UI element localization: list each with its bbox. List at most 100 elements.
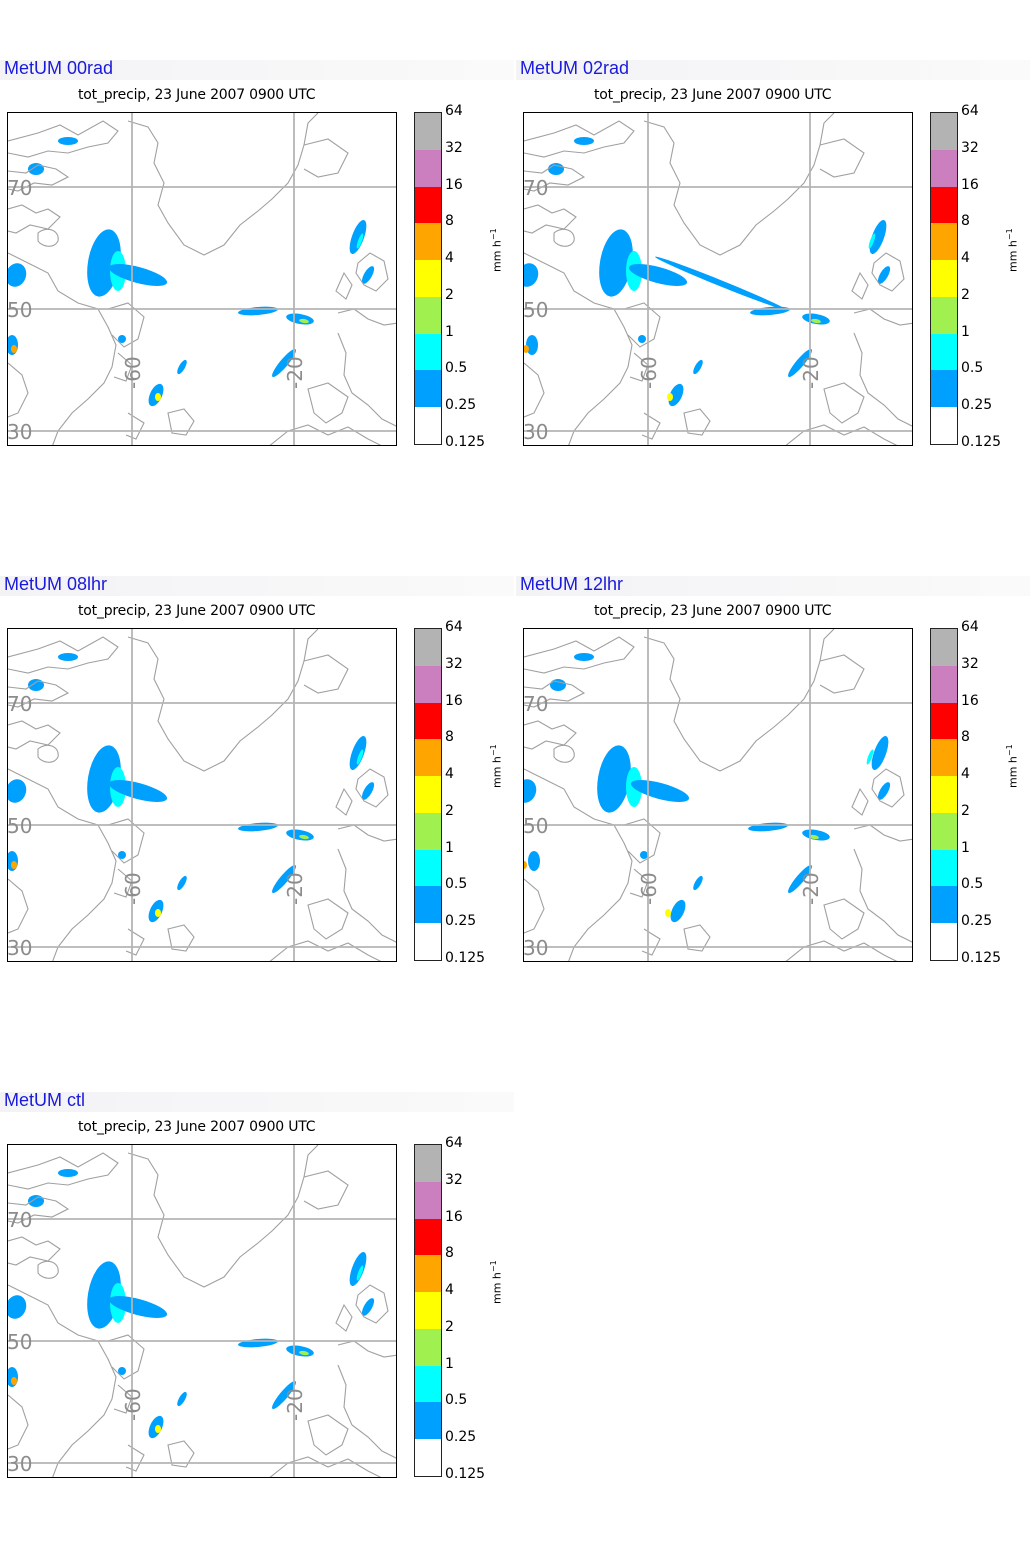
precip-area [238, 822, 278, 832]
coastline [629, 868, 649, 898]
panel-subtitle: tot_precip, 23 June 2007 0900 UTC [594, 87, 832, 103]
panel-title: MetUM 08lhr [4, 574, 108, 594]
colorbar-segment [415, 1292, 441, 1330]
lat-label: 70 [524, 692, 548, 716]
precip-area [11, 861, 17, 869]
coastline [8, 1236, 61, 1266]
colorbar-label: 1 [445, 1355, 454, 1372]
precip-area [868, 233, 876, 249]
colorbar-segment [415, 776, 441, 814]
precip-area [28, 1195, 44, 1207]
colorbar-segment [415, 333, 441, 371]
precip-area [667, 393, 673, 401]
lat-label: 50 [524, 814, 548, 838]
precip-map: 70 50 30 -60 -20 [523, 628, 913, 962]
colorbar-unit: mm h−1 [489, 744, 504, 788]
coastline [107, 302, 145, 348]
precip-area [638, 335, 646, 343]
lon-label: -60 [121, 1388, 145, 1421]
colorbar-segment [415, 1328, 441, 1367]
colorbar-label: 4 [445, 1282, 454, 1299]
precip-area [8, 779, 27, 803]
colorbar-label: 8 [445, 213, 454, 230]
precip-map: 70 50 30 -60 -20 [523, 112, 913, 446]
colorbar [414, 628, 442, 961]
colorbar-label: 8 [445, 1245, 454, 1262]
lon-label: -60 [637, 356, 661, 389]
panel-header [0, 576, 514, 596]
lat-label: 70 [524, 176, 548, 200]
precip-area [356, 749, 364, 765]
precip-area [58, 1169, 78, 1177]
coastline [643, 629, 835, 772]
precip-area [655, 256, 785, 310]
precip-area [108, 264, 168, 286]
coastline [629, 352, 649, 382]
colorbar-label: 32 [961, 139, 979, 156]
precip-area [299, 318, 309, 324]
coastline [851, 271, 869, 300]
precip-area [108, 1296, 168, 1318]
colorbar-label: 2 [961, 286, 970, 303]
coastline [553, 228, 575, 247]
lat-label: 30 [524, 420, 548, 444]
colorbar-segment [931, 923, 957, 961]
colorbar-label: 64 [445, 1135, 463, 1151]
precip-area [526, 335, 538, 355]
precip-area [286, 313, 314, 325]
colorbar-segment [415, 149, 441, 188]
coastline [335, 271, 353, 300]
precip-area [524, 263, 539, 287]
colorbar-label: 4 [445, 250, 454, 267]
coastline [524, 768, 633, 961]
colorbar-segment [931, 665, 957, 704]
panel-08lhr: MetUM 08lhr tot_precip, 23 June 2007 0900… [0, 574, 516, 976]
precip-area [693, 875, 703, 891]
precip-area [866, 749, 874, 765]
coastline [37, 1260, 59, 1279]
lon-label: -60 [121, 872, 145, 905]
panel-title: MetUM ctl [4, 1090, 85, 1110]
panel-header [0, 1092, 514, 1112]
coastline [355, 252, 389, 292]
colorbar-segment [415, 702, 441, 740]
colorbar-label: 16 [445, 1208, 463, 1225]
colorbar-segment [415, 1218, 441, 1256]
precip-area [28, 679, 44, 691]
coastline [107, 1334, 145, 1380]
precip-area [597, 745, 631, 813]
precip-area [574, 137, 594, 145]
precip-area [869, 219, 887, 255]
precip-area [28, 163, 44, 175]
coastline [127, 113, 319, 256]
precip-area [693, 359, 703, 375]
coastline [8, 636, 119, 674]
coastline [355, 1284, 389, 1324]
colorbar-label: 32 [445, 1171, 463, 1188]
precip-area [108, 780, 168, 802]
precip-area [272, 1380, 296, 1410]
coastline [785, 940, 898, 961]
colorbar-label: 0.5 [961, 360, 984, 377]
coastline [8, 120, 119, 158]
precip-area [630, 780, 690, 802]
coastline [853, 332, 912, 427]
coastline [853, 824, 912, 842]
precip-area [118, 1367, 126, 1375]
colorbar-segment [415, 296, 441, 335]
precip-map: 70 50 30 -60 -20 [7, 628, 397, 962]
precip-area [177, 875, 187, 891]
panel-02rad: MetUM 02rad tot_precip, 23 June 2007 0900… [516, 58, 1032, 460]
coastline [641, 928, 661, 956]
colorbar-label: 0.5 [961, 876, 984, 893]
coastline [37, 228, 59, 247]
lat-label: 30 [8, 420, 32, 444]
precip-area [574, 653, 594, 661]
precip-area [748, 822, 788, 832]
precip-area [155, 909, 161, 917]
lon-label: -20 [283, 1388, 307, 1421]
coastline [337, 848, 396, 943]
coastline [307, 1414, 349, 1456]
colorbar-label: 4 [961, 766, 970, 783]
precip-area [811, 318, 821, 324]
